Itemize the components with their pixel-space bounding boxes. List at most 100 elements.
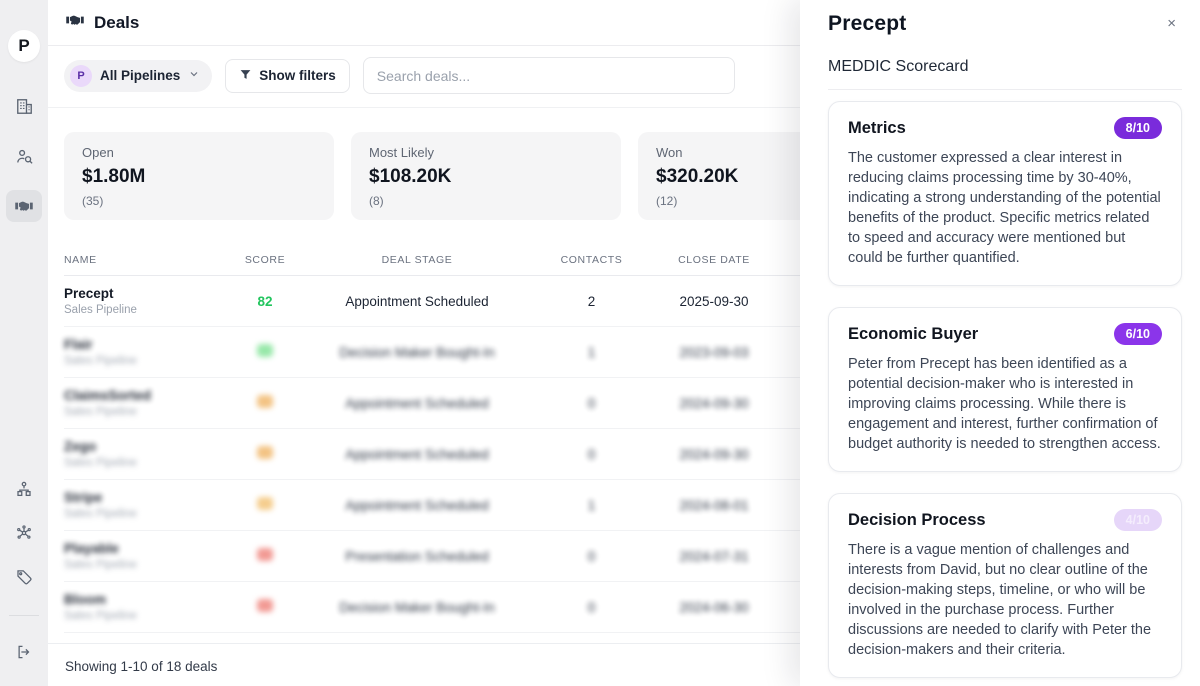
sidebar-tools xyxy=(6,473,42,686)
table-row[interactable]: Playable Sales Pipeline Presentation Sch… xyxy=(64,531,1184,582)
deal-name: Precept xyxy=(64,286,114,301)
deal-name-cell: Stripe Sales Pipeline xyxy=(64,490,220,520)
deal-score xyxy=(220,599,310,615)
deal-name-cell: Zego Sales Pipeline xyxy=(64,439,220,469)
summary-card-count: (35) xyxy=(82,194,104,208)
deal-pipeline: Sales Pipeline xyxy=(64,559,137,571)
deal-score xyxy=(220,344,310,360)
deal-pipeline: Sales Pipeline xyxy=(64,355,137,367)
deal-stage: Appointment Scheduled xyxy=(345,497,489,513)
deal-score xyxy=(220,497,310,513)
deal-score-blob xyxy=(257,395,273,408)
pipeline-avatar: P xyxy=(70,64,92,87)
deal-stage: Appointment Scheduled xyxy=(345,446,489,462)
deal-score-blob xyxy=(257,344,273,357)
sidebar-item-integrations[interactable] xyxy=(6,517,42,549)
pipeline-selector[interactable]: P All Pipelines xyxy=(64,59,213,92)
tag-icon xyxy=(15,568,33,586)
deal-name-cell: ClaimsSorted Sales Pipeline xyxy=(64,388,220,418)
deals-table: NAME SCORE DEAL STAGE CONTACTS CLOSE DAT… xyxy=(64,254,1184,633)
deal-close-date: 2023-09-03 xyxy=(679,344,749,360)
deal-contacts: 1 xyxy=(587,344,596,360)
deal-stage: Decision Maker Bought-In xyxy=(339,599,495,615)
scorecard-card-header: Metrics 8/10 xyxy=(848,117,1162,139)
deal-name-cell: Playable Sales Pipeline xyxy=(64,541,220,571)
hierarchy-icon xyxy=(15,480,33,498)
deal-contacts: 2 xyxy=(587,293,596,309)
scorecard-card-title: Economic Buyer xyxy=(848,324,979,343)
scorecard-card-body: Peter from Precept has been identified a… xyxy=(848,356,1161,452)
scorecard-card-header: Economic Buyer 6/10 xyxy=(848,323,1162,345)
filter-funnel-icon xyxy=(239,68,252,84)
summary-card-count: (8) xyxy=(369,194,384,208)
score-badge: 6/10 xyxy=(1113,323,1162,345)
summary-card-value: $108.20K xyxy=(369,166,452,187)
deal-score xyxy=(220,548,310,564)
deal-stage: Presentation Scheduled xyxy=(345,548,489,564)
sidebar-item-contacts[interactable] xyxy=(6,140,42,172)
deal-name: Zego xyxy=(64,439,97,454)
table-row[interactable]: Bloom Sales Pipeline Decision Maker Boug… xyxy=(64,582,1184,633)
summary-card: Open $1.80M (35) xyxy=(64,132,334,220)
sidebar-item-companies[interactable] xyxy=(6,90,42,122)
panel-title: Precept xyxy=(828,12,907,35)
panel-divider xyxy=(828,89,1182,90)
sidebar: P xyxy=(0,0,48,686)
person-search-icon xyxy=(15,147,34,166)
scorecard-card-body: The customer expressed a clear interest … xyxy=(848,150,1161,266)
deal-score-blob xyxy=(257,446,273,459)
table-row[interactable]: Precept Sales Pipeline 82 Appointment Sc… xyxy=(64,276,1184,327)
close-icon[interactable]: × xyxy=(1167,15,1176,32)
deal-score-blob xyxy=(257,497,273,510)
table-footer: Showing 1-10 of 18 deals xyxy=(48,643,1200,676)
deal-stage: Appointment Scheduled xyxy=(345,395,489,411)
deal-contacts: 0 xyxy=(587,395,596,411)
deal-contacts: 0 xyxy=(587,548,596,564)
deal-score xyxy=(220,446,310,462)
page-title: Deals xyxy=(94,12,140,32)
table-row[interactable]: ClaimsSorted Sales Pipeline Appointment … xyxy=(64,378,1184,429)
scorecard-card: Metrics 8/10 The customer expressed a cl… xyxy=(828,101,1182,286)
filter-bar: P All Pipelines Show filters xyxy=(48,46,1200,108)
scorecard-heading: MEDDIC Scorecard xyxy=(828,58,969,75)
deal-score-value: 82 xyxy=(257,293,273,309)
deal-name: Bloom xyxy=(64,592,106,607)
summary-card-count: (12) xyxy=(656,194,678,208)
deal-stage: Decision Maker Bought-In xyxy=(339,344,495,360)
table-row[interactable]: Stripe Sales Pipeline Appointment Schedu… xyxy=(64,480,1184,531)
deal-stage: Appointment Scheduled xyxy=(345,293,489,309)
table-row[interactable]: Zego Sales Pipeline Appointment Schedule… xyxy=(64,429,1184,480)
building-icon xyxy=(15,97,34,116)
sidebar-item-deals[interactable] xyxy=(6,190,42,222)
show-filters-button[interactable]: Show filters xyxy=(225,58,350,93)
deal-close-date: 2024-09-30 xyxy=(679,446,749,462)
summary-card-label: Most Likely xyxy=(369,145,435,160)
sidebar-item-hierarchy[interactable] xyxy=(6,473,42,505)
deal-score: 82 xyxy=(220,294,310,309)
score-badge: 8/10 xyxy=(1113,117,1162,139)
deal-close-date: 2024-08-01 xyxy=(679,497,749,513)
deal-pipeline: Sales Pipeline xyxy=(64,304,137,316)
deal-pipeline: Sales Pipeline xyxy=(64,457,137,469)
chevron-down-icon xyxy=(188,67,200,85)
sidebar-divider xyxy=(9,615,39,616)
page-header: Deals xyxy=(48,0,1200,46)
column-deal-stage: DEAL STAGE xyxy=(381,254,453,266)
summary-card-value: $320.20K xyxy=(656,166,739,187)
deal-name-cell: Precept Sales Pipeline xyxy=(64,286,220,316)
table-body: Precept Sales Pipeline 82 Appointment Sc… xyxy=(64,276,1184,633)
sidebar-item-tags[interactable] xyxy=(6,561,42,593)
logout-button[interactable] xyxy=(6,636,42,668)
search-input[interactable] xyxy=(362,57,735,94)
handshake-icon xyxy=(14,196,34,216)
deal-name-cell: Flair Sales Pipeline xyxy=(64,337,220,367)
summary-card: Most Likely $108.20K (8) xyxy=(351,132,621,220)
sidebar-nav xyxy=(6,90,42,222)
column-close-date: CLOSE DATE xyxy=(678,254,750,266)
deal-contacts: 0 xyxy=(587,446,596,462)
deal-close-date: 2025-09-30 xyxy=(679,293,749,309)
deal-close-date: 2024-09-30 xyxy=(679,395,749,411)
table-row[interactable]: Flair Sales Pipeline Decision Maker Boug… xyxy=(64,327,1184,378)
scorecard-card: Economic Buyer 6/10 Peter from Precept h… xyxy=(828,307,1182,472)
